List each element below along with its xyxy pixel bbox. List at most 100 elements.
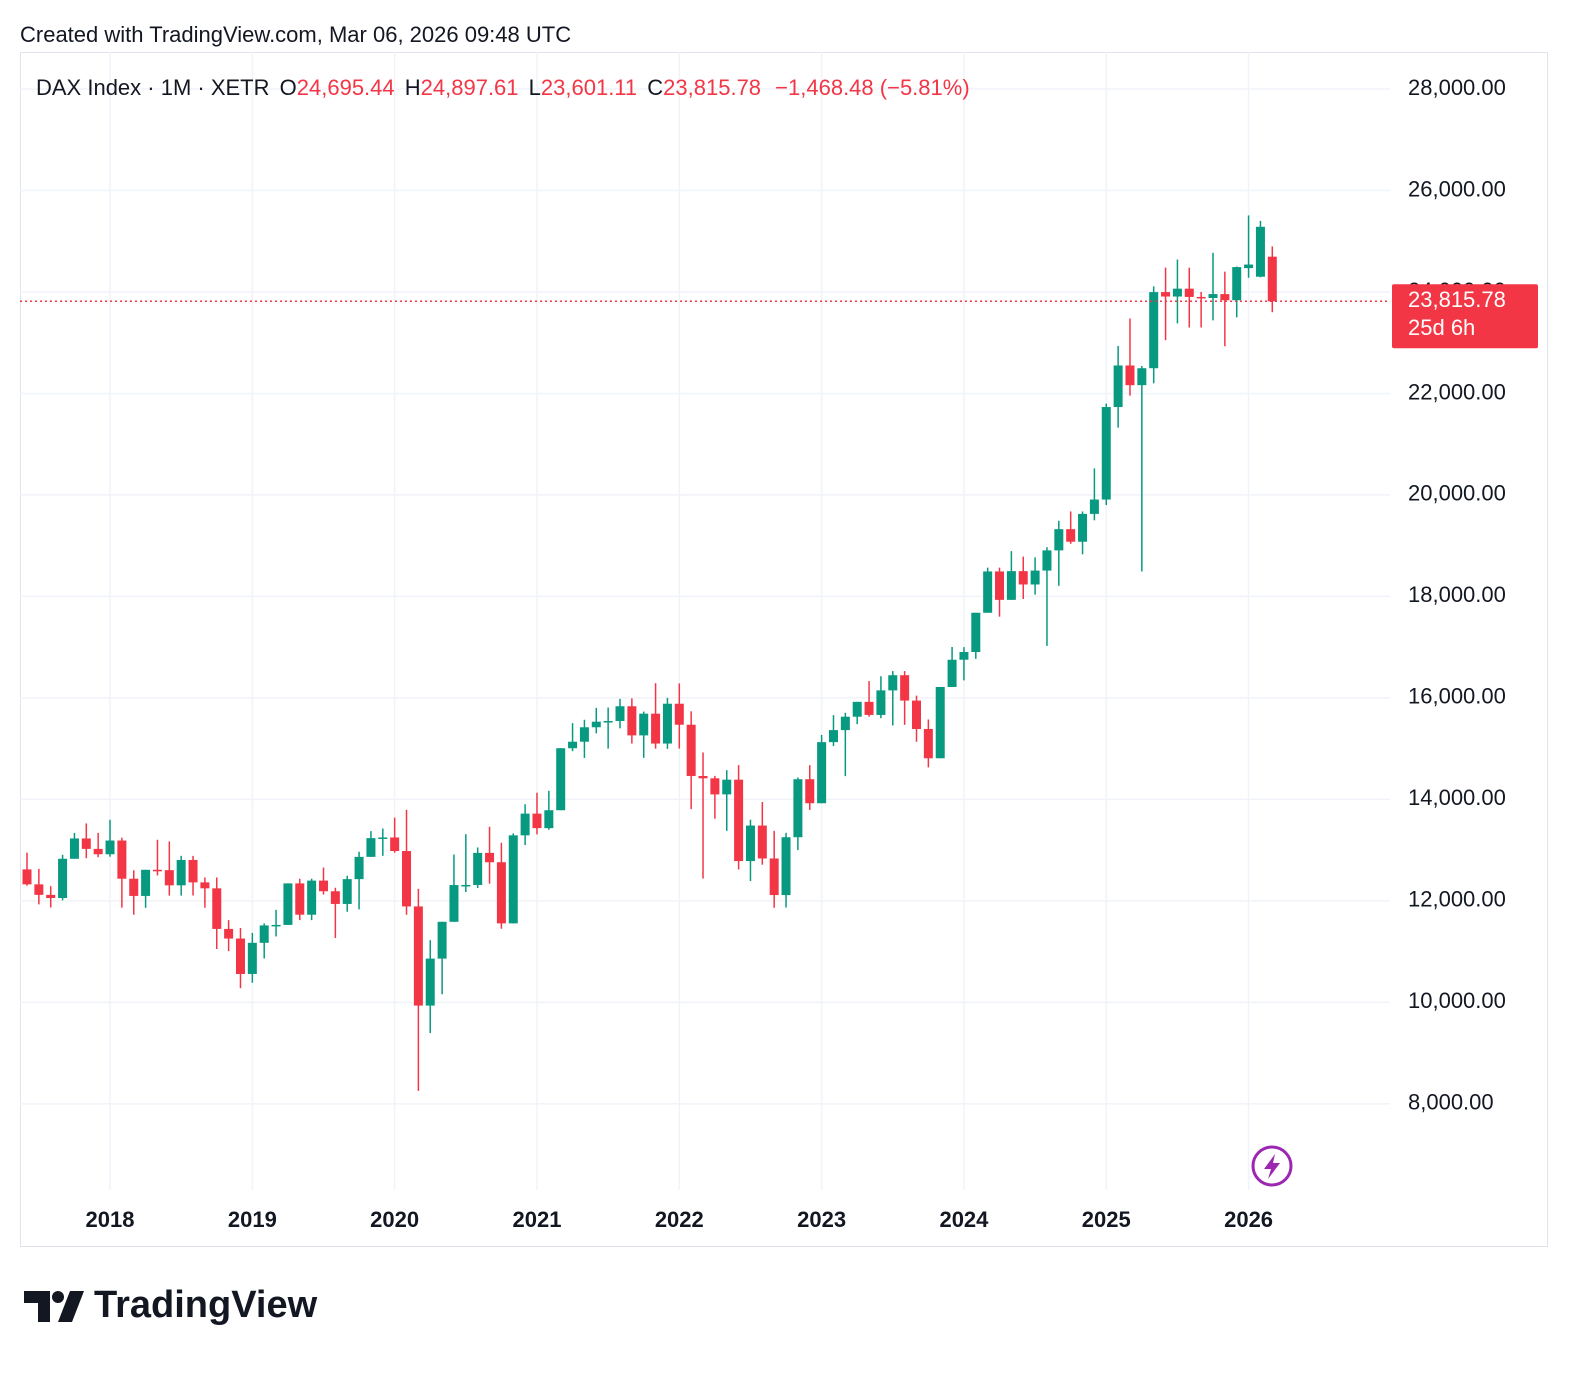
candle-body [307, 880, 317, 915]
candle-body [69, 838, 79, 859]
candle-body [935, 686, 945, 759]
candle-body [1184, 288, 1194, 297]
candle-body [1089, 499, 1099, 514]
candle-body [1054, 529, 1064, 551]
footer-logo-text: TradingView [94, 1284, 318, 1326]
candle-body [485, 852, 495, 863]
y-tick-label: 22,000.00 [1408, 379, 1506, 404]
ohlc-header: DAX Index · 1M · XETR O24,695.44 H24,897… [36, 75, 970, 100]
candle-body [840, 716, 850, 731]
candle-body [757, 825, 767, 859]
candle-body [224, 928, 234, 939]
candle-body [58, 858, 68, 899]
candle-body [781, 837, 791, 896]
candle-body [496, 862, 506, 924]
candle-body [591, 721, 601, 728]
candle-body [188, 859, 198, 883]
candle-body [947, 659, 957, 687]
candle-body [1078, 513, 1088, 542]
footer-logo: TradingView [24, 1284, 318, 1326]
candle-body [686, 724, 696, 776]
candle-body [117, 840, 127, 879]
x-tick-label: 2020 [370, 1207, 419, 1232]
y-tick-label: 18,000.00 [1408, 582, 1506, 607]
high-label: H [405, 75, 421, 100]
candle-body [295, 883, 305, 915]
candle-body [1196, 296, 1206, 299]
y-tick-label: 12,000.00 [1408, 887, 1506, 912]
candle-body [971, 612, 981, 653]
candle-body [390, 837, 400, 852]
x-tick-label: 2025 [1082, 1207, 1131, 1232]
candle-body [959, 652, 969, 660]
close-value: 23,815.78 [663, 75, 761, 100]
candle-body [271, 924, 281, 927]
candle-body [164, 870, 174, 886]
candle-body [366, 838, 376, 857]
y-tick-label: 28,000.00 [1408, 75, 1506, 100]
candle-body [1267, 256, 1277, 302]
candle-body [1244, 264, 1254, 269]
candle-body [1172, 288, 1182, 297]
candle-body [449, 885, 459, 922]
candle-body [141, 869, 151, 896]
candle-body [995, 571, 1005, 600]
candle-body [1030, 570, 1040, 585]
candles [22, 215, 1277, 1091]
candle-body [627, 706, 637, 736]
x-tick-label: 2026 [1224, 1207, 1273, 1232]
candle-body [1018, 571, 1028, 585]
x-tick-label: 2022 [655, 1207, 704, 1232]
candle-body [46, 894, 56, 899]
candle-body [745, 825, 755, 862]
candle-body [876, 690, 886, 715]
candle-body [34, 884, 44, 895]
candle-body [81, 838, 91, 849]
candle-body [1066, 529, 1076, 542]
candle-body [330, 891, 340, 904]
candle-body [22, 869, 32, 885]
chart-frame [20, 52, 1548, 1247]
watermark: Created with TradingView.com, Mar 06, 20… [20, 22, 571, 47]
candle-body [722, 779, 732, 795]
candle-body [413, 906, 423, 1006]
candle-body [1208, 294, 1218, 298]
candle-body [532, 813, 542, 829]
last-price-label: 23,815.78 [1408, 287, 1506, 312]
candle-body [1113, 365, 1123, 408]
candle-body [864, 701, 874, 715]
candle-body [1255, 226, 1265, 277]
x-tick-label: 2024 [939, 1207, 989, 1232]
candle-body [888, 675, 898, 691]
candle-body [212, 888, 222, 929]
candle-body [603, 721, 613, 723]
candle-body [793, 779, 803, 838]
countdown-label: 25d 6h [1408, 315, 1475, 340]
low-label: L [529, 75, 541, 100]
candle-body [247, 942, 257, 974]
candle-body [520, 813, 530, 836]
low-value: 23,601.11 [541, 75, 637, 100]
grid [20, 52, 1390, 1190]
candle-body [461, 884, 471, 887]
close-label: C [647, 75, 663, 100]
candle-body [93, 848, 103, 855]
x-tick-label: 2023 [797, 1207, 846, 1232]
candle-body [734, 779, 744, 862]
candle-body [615, 706, 625, 722]
candle-body [152, 869, 162, 872]
candle-body [651, 713, 661, 744]
y-tick-label: 14,000.00 [1408, 785, 1506, 810]
candle-body [568, 741, 578, 749]
candle-body [342, 879, 352, 904]
candle-body [983, 571, 993, 613]
candle-body [425, 958, 435, 1006]
candle-body [805, 779, 815, 804]
symbol: DAX Index · 1M · XETR [36, 75, 270, 100]
candle-body [1220, 294, 1230, 301]
candle-body [200, 882, 210, 889]
y-tick-label: 10,000.00 [1408, 988, 1506, 1013]
candle-body [1161, 292, 1171, 297]
candle-body [923, 728, 933, 759]
candle-body [662, 703, 672, 744]
